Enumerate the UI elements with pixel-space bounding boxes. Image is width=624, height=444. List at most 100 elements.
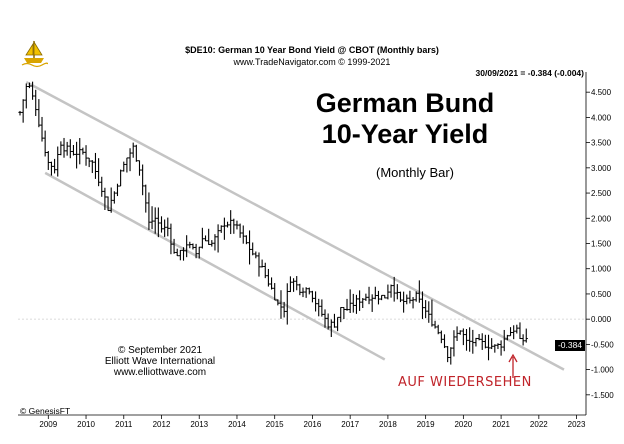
ohlc-bar bbox=[524, 328, 528, 343]
ohlc-bar bbox=[502, 329, 506, 352]
ohlc-bar bbox=[295, 276, 299, 291]
y-tick-label: 3.500 bbox=[591, 139, 612, 148]
ohlc-bar bbox=[125, 157, 129, 173]
ohlc-bar bbox=[71, 145, 76, 156]
ohlc-bar bbox=[21, 99, 25, 123]
ohlc-bar bbox=[408, 290, 412, 304]
x-tick-label: 2011 bbox=[115, 420, 133, 429]
ohlc-bar bbox=[247, 230, 252, 265]
y-tick-label: 4.000 bbox=[591, 113, 612, 122]
last-value-tag: -0.384 bbox=[555, 340, 585, 351]
x-axis-ticks: 2009 2010 2011 2012 2013 2014 2015 2016 2017 2018… bbox=[39, 415, 586, 429]
ohlc-bar bbox=[496, 343, 500, 350]
ohlc-bar bbox=[185, 235, 189, 258]
ohlc-bar bbox=[424, 300, 428, 319]
ohlc-bar bbox=[354, 294, 359, 314]
ohlc-bar bbox=[241, 225, 245, 244]
ohlc-bar bbox=[210, 240, 214, 247]
ohlc-bar bbox=[449, 347, 453, 365]
ohlc-bar bbox=[515, 324, 519, 334]
ohlc-bar bbox=[499, 340, 503, 356]
ohlc-bar bbox=[150, 206, 154, 230]
ohlc-bar bbox=[46, 151, 50, 170]
y-tick-label: 3.000 bbox=[591, 164, 612, 173]
ohlc-bar bbox=[468, 327, 472, 352]
y-tick-label: -1.500 bbox=[591, 391, 614, 400]
ohlc-bar bbox=[244, 235, 248, 245]
ohlc-bar bbox=[175, 248, 179, 257]
ohlc-bar bbox=[238, 223, 242, 238]
chart-header-source: www.TradeNavigator.com © 1999-2021 bbox=[233, 57, 391, 67]
ohlc-bar bbox=[335, 316, 340, 332]
ohlc-bar bbox=[345, 298, 349, 311]
ohlc-bar bbox=[260, 259, 264, 268]
ohlc-bar bbox=[93, 152, 98, 179]
ohlc-bar bbox=[37, 99, 41, 128]
big-title-line-1: German Bund bbox=[315, 88, 495, 118]
chart-subtitle: (Monthly Bar) bbox=[375, 165, 455, 180]
ohlc-bar bbox=[461, 328, 465, 346]
ohlc-bar bbox=[122, 161, 126, 172]
ohlc-bar bbox=[172, 238, 176, 254]
ohlc-bar bbox=[282, 301, 286, 318]
ohlc-bar bbox=[225, 221, 230, 228]
ohlc-bar bbox=[62, 137, 66, 158]
ohlc-bar bbox=[411, 297, 415, 309]
ohlc-bar bbox=[266, 268, 271, 287]
y-tick-label: 1.500 bbox=[591, 240, 612, 249]
ohlc-bar bbox=[49, 161, 54, 176]
ohlc-bar bbox=[203, 235, 208, 242]
ohlc-bar bbox=[291, 278, 296, 292]
copyright-line-3: www.elliottwave.com bbox=[113, 367, 207, 378]
ohlc-bar bbox=[464, 329, 469, 351]
up-arrow-head bbox=[508, 353, 518, 363]
ohlc-bar bbox=[358, 290, 362, 311]
ohlc-bar bbox=[141, 164, 145, 196]
ohlc-bar bbox=[414, 291, 418, 302]
ohlc-bar bbox=[376, 290, 381, 305]
channel-lower-line bbox=[44, 171, 386, 361]
ohlc-bar bbox=[119, 169, 123, 187]
ohlc-bar bbox=[380, 294, 384, 301]
ohlc-bar bbox=[207, 228, 211, 245]
ohlc-bar bbox=[115, 183, 120, 197]
ohlc-bar bbox=[304, 287, 308, 298]
ohlc-bar bbox=[386, 284, 390, 300]
ohlc-bar bbox=[27, 82, 32, 89]
x-tick-label: 2019 bbox=[417, 420, 435, 429]
ohlc-bar bbox=[342, 306, 346, 320]
ohlc-bar bbox=[84, 145, 88, 166]
ohlc-bar bbox=[254, 251, 258, 259]
ohlc-bar bbox=[134, 144, 138, 162]
sailing-ship-icon bbox=[21, 40, 48, 68]
ohlc-bar bbox=[181, 247, 186, 261]
y-tick-label: 0.000 bbox=[591, 315, 612, 324]
ohlc-bar bbox=[480, 333, 484, 350]
ohlc-bar bbox=[417, 280, 421, 303]
ohlc-bar bbox=[329, 319, 333, 337]
ohlc-bar bbox=[81, 147, 85, 155]
big-title-line-2: 10-Year Yield bbox=[321, 119, 489, 149]
ohlc-bar bbox=[263, 262, 267, 279]
ohlc-bar bbox=[232, 218, 236, 234]
ohlc-bar bbox=[147, 192, 151, 231]
ohlc-bar bbox=[219, 225, 223, 233]
ohlc-bar bbox=[169, 223, 173, 255]
ohlc-bar bbox=[367, 286, 371, 305]
ohlc-bar bbox=[18, 110, 22, 116]
y-tick-label: 4.500 bbox=[591, 88, 612, 97]
ohlc-bar bbox=[364, 293, 368, 301]
ohlc-bar bbox=[213, 234, 217, 251]
ohlc-bar bbox=[402, 291, 406, 313]
x-tick-label: 2016 bbox=[304, 420, 322, 429]
ohlc-bar bbox=[191, 243, 195, 250]
ohlc-bar bbox=[458, 330, 462, 335]
ohlc-bar bbox=[326, 313, 330, 330]
ohlc-bar bbox=[131, 142, 135, 158]
ohlc-bar bbox=[490, 338, 494, 350]
ohlc-bar bbox=[288, 276, 293, 293]
ohlc-bar bbox=[43, 130, 47, 157]
ohlc-bar bbox=[427, 301, 431, 323]
ohlc-bar bbox=[439, 330, 443, 344]
